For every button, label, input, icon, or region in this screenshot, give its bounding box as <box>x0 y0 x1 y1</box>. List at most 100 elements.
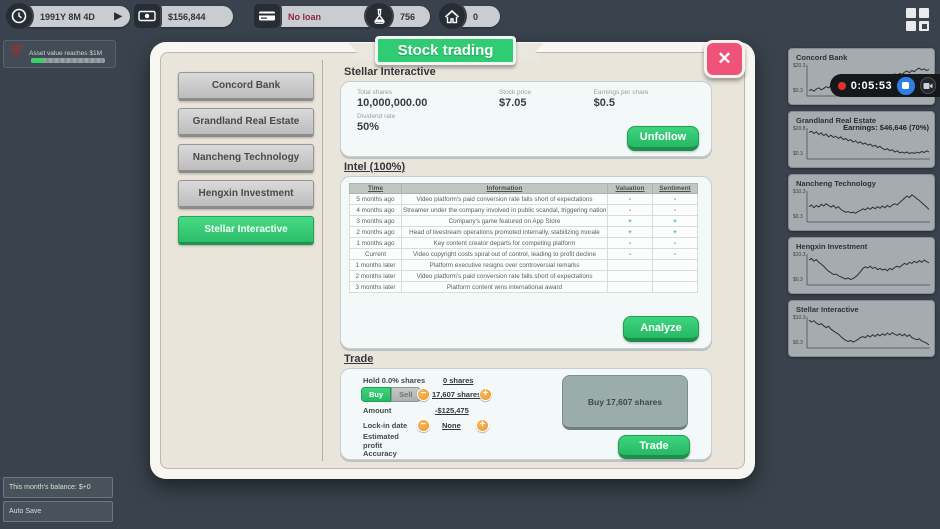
stock-chart-card-nancheng-technology[interactable]: Nancheng Technology $10.3 $0.3 <box>788 174 935 231</box>
eps-value: $0.5 <box>593 97 615 109</box>
stock-chart-card-stellar-interactive[interactable]: Stellar Interactive $10.3 $0.3 <box>788 300 935 357</box>
clock-icon <box>4 1 34 31</box>
webcam-button[interactable] <box>919 77 936 94</box>
increase-lockin-button[interactable]: + <box>476 419 489 432</box>
credit-card-icon <box>252 2 282 30</box>
property-pill[interactable]: 0 <box>437 1 500 31</box>
dividend-label: Dividend rate <box>357 113 396 120</box>
autosave-label: Auto Save <box>9 508 42 515</box>
y-axis-max: $10.3 <box>793 189 806 195</box>
sparkline-chart <box>806 317 930 349</box>
y-axis-min: $0.3 <box>793 340 803 346</box>
vertical-divider <box>322 60 323 461</box>
y-axis-max: $10.3 <box>793 315 806 321</box>
col-information: Information <box>401 183 608 194</box>
estimated-profit-label: Estimated profit <box>363 432 399 450</box>
intel-row: 2 months ago Head of livestream operation… <box>349 226 698 238</box>
intel-row: Current Video copyright costs spiral out … <box>349 248 698 260</box>
trade-heading: Trade <box>344 353 374 365</box>
buy-shares-summary-button[interactable]: Buy 17,607 shares <box>562 375 688 430</box>
analyze-button[interactable]: Analyze <box>623 316 699 342</box>
money-pill[interactable]: $156,844 <box>132 2 233 30</box>
stock-trading-dialog: Concord Bank Grandland Real Estate Nanch… <box>150 42 755 479</box>
dialog-body: Concord Bank Grandland Real Estate Nanch… <box>160 52 745 469</box>
chart-title: Hengxin Investment <box>796 242 868 251</box>
close-button[interactable]: ✕ <box>704 40 745 78</box>
shares-value[interactable]: 17,607 shares <box>432 390 482 399</box>
recording-time: 0:05:53 <box>850 79 893 92</box>
stock-chart-card-hengxin-investment[interactable]: Hengxin Investment $10.3 $0.3 <box>788 237 935 294</box>
intel-row: 2 months later Video platform's paid conv… <box>349 270 698 282</box>
cash-amount: $156,844 <box>168 11 206 22</box>
lockin-value[interactable]: None <box>442 421 461 430</box>
sparkline-chart <box>806 191 930 223</box>
autosave-button[interactable]: Auto Save <box>3 501 113 522</box>
company-button-stellar-interactive[interactable]: Stellar Interactive <box>178 216 314 245</box>
eps-label: Earnings per share <box>593 89 649 96</box>
chart-title: Grandland Real Estate <box>796 116 877 125</box>
increase-shares-button[interactable]: + <box>479 388 492 401</box>
chart-title: Stellar Interactive <box>796 305 859 314</box>
achievement-label: Asset value reaches $1M <box>29 50 102 58</box>
intel-row: 1 months later Platform executive resigns… <box>349 259 698 271</box>
play-button[interactable]: ▶ <box>114 11 122 22</box>
stop-recording-button[interactable] <box>897 76 915 95</box>
dividend-value: 50% <box>357 121 380 133</box>
accuracy-label: Accuracy <box>363 449 397 458</box>
stock-chart-card-grandland-real-estate[interactable]: Grandland Real Estate Earnings: $46,646 … <box>788 111 935 168</box>
amount-value: -$125,475 <box>435 406 469 415</box>
company-button-hengxin-investment[interactable]: Hengxin Investment <box>178 180 314 209</box>
y-axis-min: $0.3 <box>793 277 803 283</box>
decrease-shares-button[interactable]: − <box>417 388 430 401</box>
stats-card: Total shares 10,000,000.00 Stock price $… <box>340 81 712 157</box>
buy-toggle[interactable]: Buy <box>361 387 392 402</box>
intel-header-row: Time Information Valuation Sentiment <box>349 183 698 194</box>
loan-status: No loan <box>288 11 321 22</box>
trade-button[interactable]: Trade <box>618 435 690 459</box>
date-pill[interactable]: 1991Y 8M 4D ▶ <box>4 1 130 31</box>
dialog-title-banner: Stock trading <box>375 36 516 65</box>
hold-label: Hold 0.0% shares <box>363 376 426 385</box>
menu-grid-icon[interactable] <box>906 8 930 32</box>
intel-row: 3 months ago Company's game featured on A… <box>349 215 698 227</box>
y-axis-max: $20.8 <box>793 126 806 132</box>
close-icon: ✕ <box>717 49 732 68</box>
monthly-balance-text: This month's balance: $+0 <box>9 484 91 491</box>
property-count: 0 <box>473 11 479 22</box>
company-list: Concord Bank Grandland Real Estate Nanch… <box>172 72 320 252</box>
chart-title: Nancheng Technology <box>796 179 876 188</box>
research-pill[interactable]: 756 <box>364 1 430 31</box>
stock-price-value: $7.05 <box>498 97 527 109</box>
total-shares-label: Total shares <box>357 89 393 96</box>
company-button-concord-bank[interactable]: Concord Bank <box>178 72 314 101</box>
company-detail-panel: Stellar Interactive Total shares 10,000,… <box>340 62 712 460</box>
camera-icon <box>923 82 933 89</box>
intel-row: 5 months ago Video platform's paid conver… <box>349 193 698 205</box>
game-date: 1991Y 8M 4D <box>40 11 95 22</box>
intel-heading: Intel (100%) <box>344 161 406 173</box>
house-icon <box>437 1 467 31</box>
sparkline-chart <box>806 254 930 286</box>
cash-icon <box>132 2 162 30</box>
company-button-nancheng-technology[interactable]: Nancheng Technology <box>178 144 314 173</box>
achievement-progress <box>31 58 105 63</box>
unfollow-button[interactable]: Unfollow <box>627 126 699 151</box>
company-button-grandland-real-estate[interactable]: Grandland Real Estate <box>178 108 314 137</box>
company-heading: Stellar Interactive <box>344 66 436 78</box>
y-axis-min: $0.3 <box>793 151 803 157</box>
intel-row: 1 months ago Key content creator departs … <box>349 237 698 249</box>
intel-row: 4 months ago Streamer under the company i… <box>349 204 698 216</box>
hold-shares-value: 0 shares <box>443 376 474 385</box>
col-sentiment: Sentiment <box>652 183 698 194</box>
buy-sell-toggle[interactable]: Buy Sell <box>361 387 421 402</box>
y-axis-min: $0.3 <box>793 88 803 94</box>
trade-card: Hold 0.0% shares 0 shares Buy Sell − 17,… <box>340 368 712 460</box>
y-axis-max: $10.3 <box>793 252 806 258</box>
screen-recorder-overlay: 0:05:53 <box>830 74 940 97</box>
col-valuation: Valuation <box>607 183 653 194</box>
trophy-icon <box>8 43 25 65</box>
decrease-lockin-button[interactable]: − <box>417 419 430 432</box>
flask-icon <box>364 1 394 31</box>
sparkline-chart <box>806 128 930 160</box>
